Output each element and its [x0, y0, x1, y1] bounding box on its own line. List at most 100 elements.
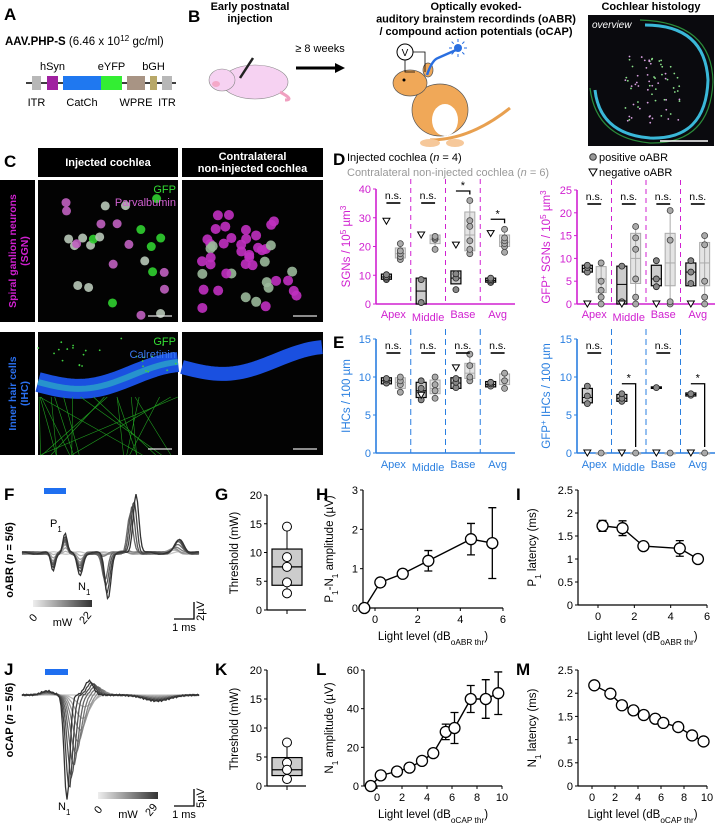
contralateral-point	[597, 449, 605, 457]
text-part: 1	[57, 525, 62, 534]
mouse-pup-icon	[208, 57, 291, 102]
contralateral-point	[666, 298, 674, 306]
text-part: 1	[534, 574, 543, 579]
injected-positive-point	[652, 283, 660, 291]
contralateral-point	[632, 449, 640, 457]
significance-label: *	[696, 373, 701, 385]
significance-bracket	[490, 218, 506, 224]
contralateral-point	[431, 373, 439, 381]
significance-label: n.s.	[586, 340, 603, 352]
x-tick-label: 0	[374, 792, 380, 804]
y-tick-label: 15	[250, 694, 262, 706]
data-point	[492, 687, 505, 700]
data-point	[358, 601, 371, 615]
category-label: Middle	[613, 462, 645, 474]
text-part: = 4)	[439, 152, 461, 164]
y-tick-label: 1	[567, 735, 573, 747]
text-part: Light level (dB	[378, 631, 451, 643]
data-point	[672, 720, 685, 734]
significance-label: n.s.	[385, 190, 402, 202]
injected-negative-point	[451, 241, 461, 250]
text-part: IHCs / 100 µm	[541, 343, 553, 420]
data-point	[464, 533, 478, 546]
injected-positive-point	[583, 400, 591, 408]
row-label: (SGN)	[19, 236, 31, 266]
category-label: Middle	[613, 312, 645, 324]
ocap-label: oCAP (n = 5/6)	[4, 682, 16, 757]
chart-i: 0 0.5 1 1.5 2 2.5 0 2 4 6 Light level (dBoABR thr)…	[527, 485, 710, 647]
text-part: amplitude (µV)	[324, 495, 336, 573]
text-part: Light level (dB	[587, 809, 660, 821]
injected-positive-point	[652, 275, 660, 283]
x-tick-label: 2	[612, 792, 618, 804]
category-label: Apex	[582, 459, 608, 471]
chart-g: 0 5 10 15 20 Threshold (mW)	[229, 490, 306, 617]
y-tick-label: 20	[560, 208, 572, 220]
legend-negative: negative oABR	[599, 167, 672, 179]
chart-l: 0 20 40 60 0 2 4 6 8 10 Light level (dBoCAP thr) N1…	[324, 665, 508, 825]
contralateral-point	[466, 362, 474, 370]
construct-element-catch	[63, 76, 101, 90]
injected-positive-point	[383, 375, 390, 382]
y-tick-label: 0	[365, 448, 371, 460]
x-tick-label: 2	[415, 614, 421, 626]
contralateral-point	[501, 384, 508, 392]
injected-negative-point	[382, 217, 391, 226]
contralateral-point	[701, 300, 709, 308]
category-label: Base	[651, 309, 676, 321]
injected-positive-point	[452, 375, 460, 382]
chart-e_right: 0 5 10 15 GFP+ IHCs / 100 µm Apex n.s. Middle * B…	[539, 329, 715, 474]
construct-element-itr	[162, 76, 172, 90]
x-tick-label: 6	[449, 792, 455, 804]
contralateral-point	[431, 233, 439, 240]
data-point	[479, 692, 492, 706]
y-tick-label: 40	[359, 184, 371, 196]
significance-label: n.s.	[689, 191, 706, 203]
panel-label-e: E	[333, 333, 344, 352]
series-line	[363, 538, 493, 609]
chart-m: 0 0.5 1 1.5 2 2.5 0 2 4 6 8 10 Light level (dBoCAP t…	[527, 665, 713, 825]
x-axis-label: Light level (dBoABR thr)	[378, 631, 488, 647]
micrograph-sgn-contralateral	[182, 180, 323, 322]
data-point	[604, 687, 617, 700]
contralateral-point	[597, 300, 605, 308]
scale-bar	[174, 789, 195, 807]
data-point	[282, 577, 292, 588]
injected-positive-point	[583, 382, 591, 390]
contralateral-point	[466, 350, 474, 358]
data-point	[390, 765, 404, 778]
led-icon	[454, 44, 462, 52]
oabr-label: oABR (n = 5/6)	[4, 522, 16, 598]
category-label: Avg	[488, 309, 507, 321]
panel-label-j: J	[4, 660, 13, 679]
injected-negative-point	[651, 449, 661, 457]
y-tick-label: 10	[250, 723, 262, 735]
injected-negative-point	[617, 449, 627, 457]
contralateral-point	[701, 277, 709, 285]
text-part: SGNs / 10	[541, 219, 553, 275]
injected-negative-point	[686, 449, 696, 457]
panel-label-k: K	[215, 660, 228, 679]
category-label: Middle	[412, 462, 444, 474]
y-axis-label: P1-N1 amplitude (µV)	[324, 495, 340, 602]
data-point	[685, 729, 699, 742]
injected-positive-point	[487, 274, 495, 282]
text-part: n	[4, 553, 16, 560]
y-tick-label: 5	[566, 410, 572, 422]
contralateral-point	[501, 225, 508, 233]
row-label: Inner hair cells	[7, 356, 19, 430]
x-tick-label: 10	[701, 792, 713, 804]
text-part: Injected cochlea (	[347, 152, 434, 164]
panel-label-h: H	[316, 485, 328, 504]
data-point	[427, 746, 440, 760]
y-tick-label: 2.5	[558, 665, 573, 677]
text-part: 1	[66, 808, 71, 817]
x-tick-label: 2	[399, 792, 405, 804]
negative-marker-icon	[588, 168, 598, 178]
text-part: N	[527, 759, 539, 767]
y-tick-label: 2.5	[558, 485, 573, 497]
significance-label: n.s.	[655, 191, 672, 203]
data-point	[673, 542, 686, 555]
